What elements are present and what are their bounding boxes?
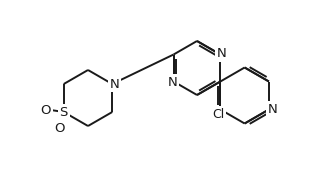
Text: N: N [268,103,278,116]
Text: N: N [168,76,178,89]
Text: O: O [41,103,51,116]
Text: Cl: Cl [212,108,224,121]
Text: O: O [54,121,65,134]
Text: N: N [109,78,119,90]
Text: N: N [216,47,226,60]
Text: S: S [59,106,68,119]
